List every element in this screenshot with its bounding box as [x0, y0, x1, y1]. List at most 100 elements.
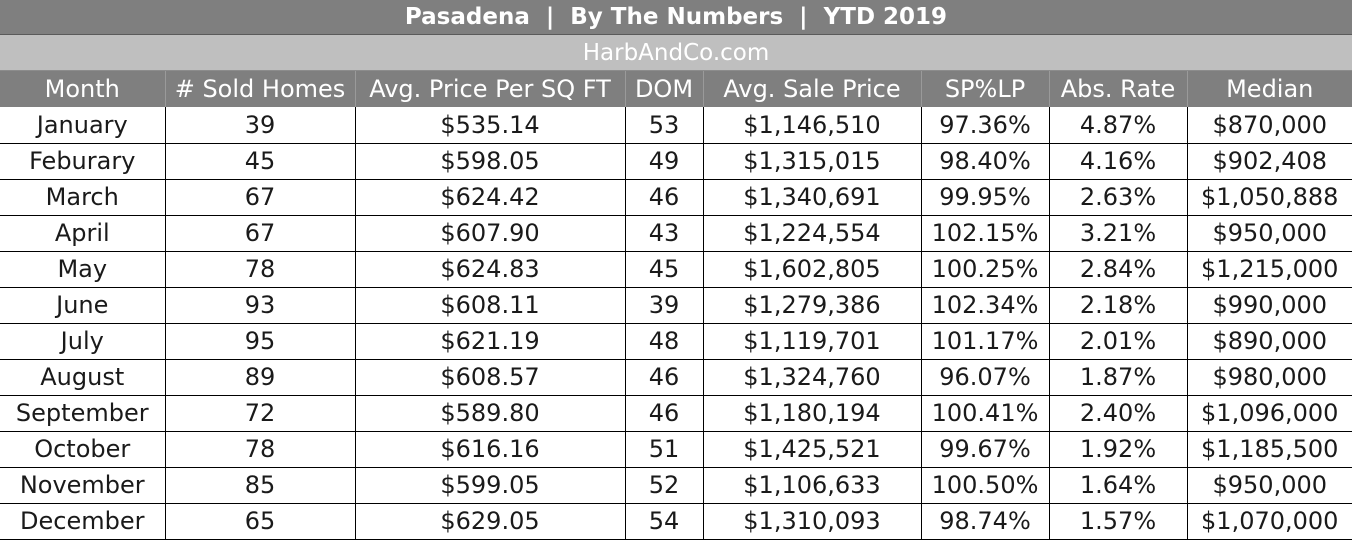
cell-dom: 46: [625, 359, 704, 396]
cell-sold-homes: 85: [165, 467, 356, 504]
cell-dom: 48: [625, 323, 704, 360]
cell-dom: 52: [625, 467, 704, 504]
cell-month: December: [0, 503, 166, 540]
table-row: June 93 $608.11 39 $1,279,386 102.34% 2.18% $99…: [0, 287, 1352, 324]
cell-avg-sale-price: $1,106,633: [703, 467, 922, 504]
cell-month: Feburary: [0, 143, 166, 180]
cell-price-per-sqft: $621.19: [355, 323, 626, 360]
cell-dom: 39: [625, 287, 704, 324]
cell-abs-rate: 4.16%: [1049, 143, 1188, 180]
cell-price-per-sqft: $624.42: [355, 179, 626, 216]
cell-price-per-sqft: $608.11: [355, 287, 626, 324]
cell-month: September: [0, 395, 166, 432]
cell-sold-homes: 45: [165, 143, 356, 180]
column-header-avg-sale-price: Avg. Sale Price: [703, 71, 922, 107]
cell-month: June: [0, 287, 166, 324]
cell-sold-homes: 93: [165, 287, 356, 324]
cell-median: $1,070,000: [1187, 503, 1352, 540]
cell-sp-lp: 102.15%: [921, 215, 1050, 252]
cell-sp-lp: 96.07%: [921, 359, 1050, 396]
column-header-dom: DOM: [625, 71, 704, 107]
cell-avg-sale-price: $1,340,691: [703, 179, 922, 216]
column-header-price-per-sqft: Avg. Price Per SQ FT: [355, 71, 626, 107]
table-row: July 95 $621.19 48 $1,119,701 101.17% 2.01% $89…: [0, 323, 1352, 360]
cell-sp-lp: 98.40%: [921, 143, 1050, 180]
cell-dom: 46: [625, 179, 704, 216]
cell-avg-sale-price: $1,315,015: [703, 143, 922, 180]
cell-price-per-sqft: $599.05: [355, 467, 626, 504]
table-row: March 67 $624.42 46 $1,340,691 99.95% 2.63% $1,…: [0, 179, 1352, 216]
column-header-sold-homes: # Sold Homes: [165, 71, 356, 107]
cell-month: August: [0, 359, 166, 396]
cell-month: April: [0, 215, 166, 252]
column-header-sp-lp: SP%LP: [921, 71, 1050, 107]
cell-avg-sale-price: $1,310,093: [703, 503, 922, 540]
table-row: December 65 $629.05 54 $1,310,093 98.74% 1.57%…: [0, 503, 1352, 540]
cell-price-per-sqft: $624.83: [355, 251, 626, 288]
cell-dom: 43: [625, 215, 704, 252]
cell-avg-sale-price: $1,146,510: [703, 107, 922, 144]
cell-month: July: [0, 323, 166, 360]
cell-sold-homes: 65: [165, 503, 356, 540]
column-header-month: Month: [0, 71, 166, 107]
column-header-abs-rate: Abs. Rate: [1049, 71, 1188, 107]
cell-sp-lp: 97.36%: [921, 107, 1050, 144]
cell-sold-homes: 78: [165, 431, 356, 468]
cell-median: $902,408: [1187, 143, 1352, 180]
cell-median: $870,000: [1187, 107, 1352, 144]
cell-abs-rate: 4.87%: [1049, 107, 1188, 144]
cell-abs-rate: 2.40%: [1049, 395, 1188, 432]
cell-abs-rate: 2.63%: [1049, 179, 1188, 216]
cell-sp-lp: 100.41%: [921, 395, 1050, 432]
cell-month: January: [0, 107, 166, 144]
cell-sold-homes: 72: [165, 395, 356, 432]
cell-dom: 51: [625, 431, 704, 468]
cell-avg-sale-price: $1,279,386: [703, 287, 922, 324]
cell-dom: 49: [625, 143, 704, 180]
cell-median: $990,000: [1187, 287, 1352, 324]
cell-median: $1,050,888: [1187, 179, 1352, 216]
cell-sold-homes: 78: [165, 251, 356, 288]
cell-avg-sale-price: $1,324,760: [703, 359, 922, 396]
cell-sold-homes: 67: [165, 179, 356, 216]
page-title: Pasadena | By The Numbers | YTD 2019: [0, 0, 1352, 35]
cell-avg-sale-price: $1,425,521: [703, 431, 922, 468]
cell-median: $1,185,500: [1187, 431, 1352, 468]
cell-price-per-sqft: $629.05: [355, 503, 626, 540]
cell-median: $890,000: [1187, 323, 1352, 360]
cell-month: October: [0, 431, 166, 468]
cell-abs-rate: 2.01%: [1049, 323, 1188, 360]
cell-dom: 54: [625, 503, 704, 540]
cell-abs-rate: 3.21%: [1049, 215, 1188, 252]
cell-sp-lp: 98.74%: [921, 503, 1050, 540]
cell-abs-rate: 1.64%: [1049, 467, 1188, 504]
table-row: January 39 $535.14 53 $1,146,510 97.36% 4.87% $…: [0, 107, 1352, 144]
cell-abs-rate: 2.84%: [1049, 251, 1188, 288]
cell-avg-sale-price: $1,602,805: [703, 251, 922, 288]
cell-month: May: [0, 251, 166, 288]
table-row: May 78 $624.83 45 $1,602,805 100.25% 2.84% $1,2…: [0, 251, 1352, 288]
cell-sold-homes: 95: [165, 323, 356, 360]
cell-sp-lp: 99.95%: [921, 179, 1050, 216]
website-subtitle: HarbAndCo.com: [0, 35, 1352, 71]
cell-median: $1,215,000: [1187, 251, 1352, 288]
table-row: Feburary 45 $598.05 49 $1,315,015 98.40% 4.16%…: [0, 143, 1352, 180]
cell-avg-sale-price: $1,119,701: [703, 323, 922, 360]
cell-sp-lp: 100.50%: [921, 467, 1050, 504]
table-row: September 72 $589.80 46 $1,180,194 100.41% 2.4…: [0, 395, 1352, 432]
cell-sold-homes: 67: [165, 215, 356, 252]
table-row: October 78 $616.16 51 $1,425,521 99.67% 1.92% $…: [0, 431, 1352, 468]
cell-price-per-sqft: $535.14: [355, 107, 626, 144]
cell-price-per-sqft: $589.80: [355, 395, 626, 432]
cell-price-per-sqft: $616.16: [355, 431, 626, 468]
cell-avg-sale-price: $1,180,194: [703, 395, 922, 432]
cell-sp-lp: 100.25%: [921, 251, 1050, 288]
cell-dom: 46: [625, 395, 704, 432]
header-row: Month # Sold Homes Avg. Price Per SQ FT …: [0, 71, 1352, 107]
cell-month: March: [0, 179, 166, 216]
cell-price-per-sqft: $607.90: [355, 215, 626, 252]
cell-sp-lp: 101.17%: [921, 323, 1050, 360]
cell-sold-homes: 89: [165, 359, 356, 396]
cell-abs-rate: 1.57%: [1049, 503, 1188, 540]
